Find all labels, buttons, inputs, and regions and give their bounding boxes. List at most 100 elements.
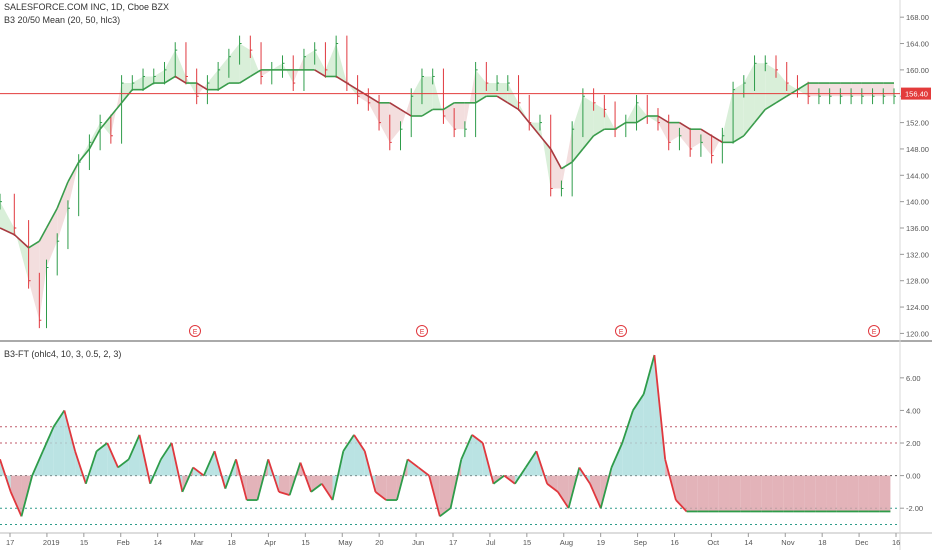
- mean-line-segment: [797, 82, 809, 91]
- mean-line-segment: [38, 227, 48, 242]
- oscillator-line-segment: [675, 499, 688, 513]
- earnings-marker[interactable]: [416, 325, 428, 337]
- last-price-badge: [901, 87, 931, 100]
- earnings-marker[interactable]: [615, 325, 627, 337]
- mean-fill-segment: [0, 201, 15, 235]
- mean-line-segment: [389, 102, 401, 111]
- mean-fill-segment: [464, 69, 476, 130]
- mean-line-segment: [764, 102, 777, 111]
- oscillator-line-segment: [407, 458, 419, 469]
- mean-line-segment: [614, 121, 627, 130]
- oscillator-line-segment: [589, 483, 602, 509]
- oscillator-line-segment: [514, 466, 527, 485]
- mean-fill-segment: [593, 102, 605, 136]
- oscillator-line-segment: [106, 442, 119, 468]
- oscillator-histogram-bar: [718, 475, 730, 512]
- mean-fill-segment: [475, 69, 487, 103]
- oscillator-histogram-bar: [525, 451, 537, 476]
- mean-fill-segment: [78, 142, 90, 163]
- mean-line-segment: [367, 95, 380, 104]
- oscillator-line-segment: [374, 491, 387, 501]
- mean-fill-segment: [132, 76, 144, 90]
- oscillator-line-segment: [299, 462, 312, 493]
- oscillator-histogram-bar: [826, 475, 837, 512]
- oscillator-line-segment: [449, 459, 463, 509]
- mean-line-segment: [475, 95, 487, 104]
- oscillator-line-segment: [20, 475, 34, 517]
- mean-fill-segment: [368, 96, 380, 123]
- oscillator-line-segment: [117, 458, 130, 469]
- mean-fill-segment: [121, 83, 133, 103]
- oscillator-line-segment: [557, 491, 570, 509]
- time-axis-label: May: [338, 538, 352, 547]
- mean-fill-segment: [797, 83, 809, 97]
- oscillator-line-segment: [642, 354, 656, 395]
- time-axis-label: 18: [228, 538, 236, 547]
- price-axis-tick-label: 128.00: [906, 277, 929, 286]
- oscillator-line-segment: [481, 442, 495, 484]
- mean-fill-segment: [185, 76, 197, 97]
- oscillator-line-segment: [567, 467, 581, 509]
- mean-fill-segment: [561, 129, 573, 189]
- mean-line-segment: [657, 115, 670, 124]
- time-axis-label: Aug: [560, 538, 573, 547]
- mean-line-segment: [700, 128, 713, 137]
- mean-line-segment: [507, 102, 519, 111]
- oscillator-histogram-bar: [53, 410, 65, 476]
- earnings-marker-label: E: [420, 329, 425, 336]
- mean-fill-segment: [861, 83, 873, 97]
- mean-fill-segment: [164, 50, 176, 84]
- mean-fill-segment: [604, 109, 616, 130]
- mean-line-segment: [88, 128, 101, 150]
- time-axis-label: Sep: [634, 538, 647, 547]
- oscillator-line-segment: [31, 450, 44, 476]
- time-axis-label: 2019: [43, 538, 60, 547]
- oscillator-line-segment: [353, 434, 366, 452]
- earnings-marker-label: E: [193, 329, 198, 336]
- osc-axis-tick-label: 0.00: [906, 472, 921, 481]
- mean-line-segment: [743, 122, 756, 137]
- mean-line-segment: [346, 82, 359, 91]
- oscillator-histogram-bar: [64, 410, 76, 476]
- oscillator-line-segment: [417, 466, 430, 477]
- oscillator-line-segment: [235, 459, 248, 501]
- mean-line-segment: [786, 88, 798, 97]
- price-axis-tick-label: 164.00: [906, 40, 929, 49]
- mean-fill-segment: [100, 116, 111, 136]
- oscillator-line-segment: [460, 434, 473, 460]
- oscillator-label: B3-FT (ohlc4, 10, 3, 0.5, 2, 3): [4, 349, 122, 359]
- mean-fill-segment: [271, 63, 283, 70]
- oscillator-histogram-bar: [847, 475, 859, 512]
- oscillator-histogram-bar: [740, 475, 751, 512]
- oscillator-line-segment: [363, 450, 377, 493]
- oscillator-histogram-bar: [246, 475, 258, 501]
- time-axis-label: Jul: [486, 538, 496, 547]
- mean-fill-segment: [250, 50, 262, 77]
- oscillator-histogram-bar: [729, 475, 741, 512]
- time-axis-label: 16: [671, 538, 679, 547]
- oscillator-line-segment: [310, 483, 323, 493]
- oscillator-histogram-bar: [815, 475, 827, 512]
- osc-axis-tick-label: 6.00: [906, 374, 921, 383]
- mean-line-segment: [636, 115, 648, 124]
- earnings-marker[interactable]: [868, 325, 880, 337]
- price-axis-tick-label: 124.00: [906, 303, 929, 312]
- mean-fill-segment: [411, 76, 422, 116]
- mean-line-segment: [120, 89, 133, 104]
- mean-line-segment: [174, 75, 187, 84]
- osc-axis-tick-label: -2.00: [906, 504, 923, 513]
- oscillator-histogram-bar: [321, 475, 333, 501]
- earnings-marker[interactable]: [189, 325, 201, 337]
- mean-fill-segment: [883, 83, 894, 97]
- time-axis-label: Dec: [855, 538, 869, 547]
- time-axis-label: 15: [301, 538, 309, 547]
- oscillator-line-segment: [170, 442, 184, 493]
- oscillator-histogram-bar: [868, 475, 880, 512]
- mean-fill-segment: [421, 76, 433, 116]
- oscillator-line-segment: [331, 450, 345, 501]
- time-axis-label: 20: [375, 538, 383, 547]
- mean-fill-segment: [722, 89, 734, 143]
- oscillator-line-segment: [267, 459, 280, 493]
- oscillator-histogram-bar: [311, 475, 322, 492]
